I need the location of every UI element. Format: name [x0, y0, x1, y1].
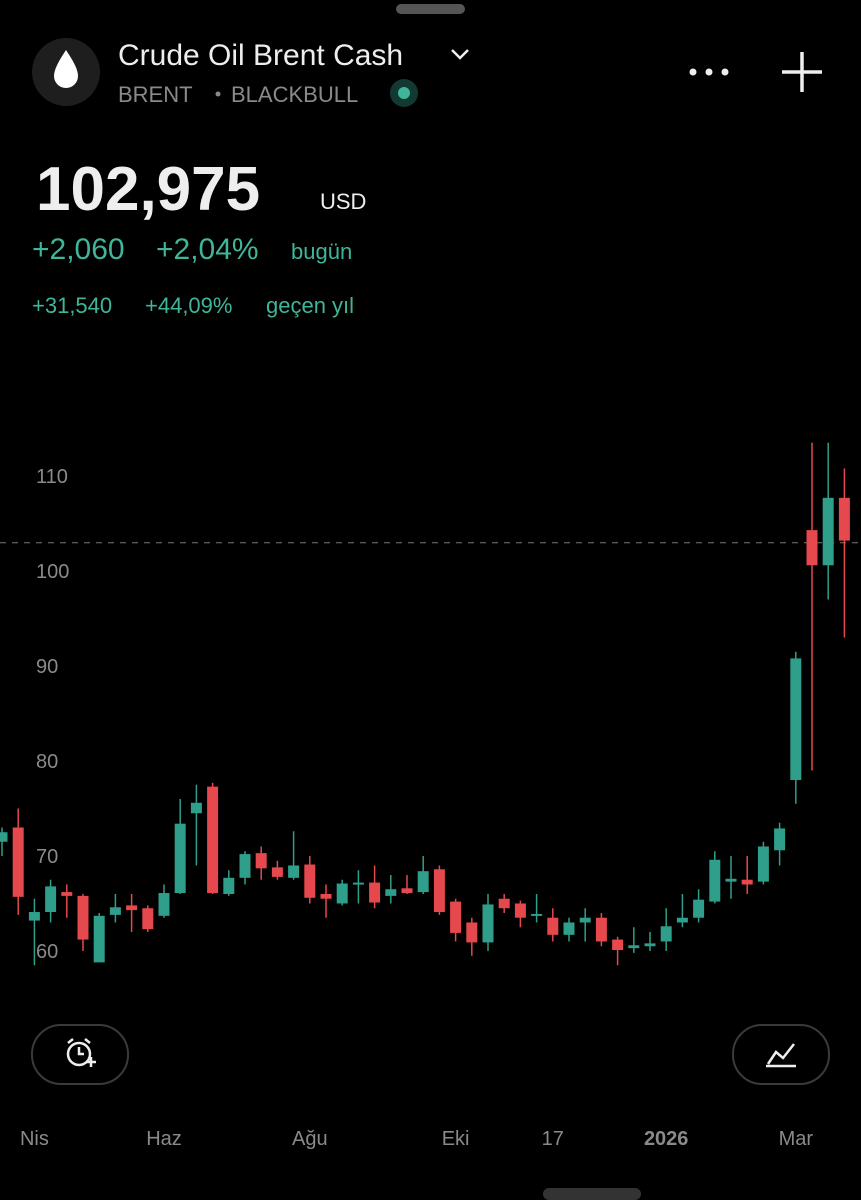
- candle-body: [531, 913, 543, 916]
- candle-body: [757, 846, 769, 882]
- candle-body: [336, 883, 348, 904]
- change-today: +2,060: [32, 233, 125, 266]
- candle-body: [190, 802, 202, 814]
- add-button[interactable]: [782, 52, 822, 92]
- candle-body: [644, 943, 656, 947]
- candle-body: [547, 917, 559, 935]
- y-tick-label: 90: [36, 656, 58, 678]
- candle-body: [45, 886, 57, 913]
- candle-body: [385, 889, 397, 896]
- candle-body: [77, 895, 89, 940]
- candle-body: [741, 879, 753, 885]
- symbol: BRENT: [118, 82, 193, 107]
- x-tick-label: Haz: [146, 1128, 182, 1150]
- candle-body: [612, 939, 624, 951]
- candle-body: [482, 904, 494, 943]
- candle-body: [126, 905, 138, 911]
- candle-body: [806, 530, 818, 566]
- candle-body: [223, 877, 235, 894]
- price: 102,975: [36, 155, 260, 224]
- x-tick-label: Nis: [20, 1128, 49, 1150]
- more-button[interactable]: [689, 68, 729, 76]
- candle-body: [174, 823, 186, 894]
- candle-body: [207, 786, 219, 894]
- indicator-button[interactable]: [732, 1024, 830, 1085]
- change-year-pct: +44,09%: [145, 293, 232, 318]
- x-tick-label: 2026: [644, 1128, 689, 1150]
- candle-body: [369, 882, 381, 903]
- exchange: BLACKBULL: [231, 82, 358, 107]
- y-tick-label: 110: [36, 466, 68, 488]
- candle-body: [28, 912, 40, 921]
- separator: [215, 91, 221, 97]
- title[interactable]: Crude Oil Brent Cash: [118, 39, 403, 72]
- candle-body: [433, 869, 445, 913]
- candle-body: [514, 903, 526, 918]
- candle-body: [790, 658, 802, 780]
- candle-body: [271, 867, 283, 877]
- alert-icon: [66, 1038, 96, 1067]
- y-tick-label: 70: [36, 846, 58, 868]
- today-label: bugün: [291, 239, 352, 264]
- indicator-icon: [766, 1043, 796, 1068]
- candle-body: [450, 901, 462, 933]
- candle-body: [466, 922, 478, 943]
- candle-body: [401, 888, 413, 894]
- candle-body: [93, 915, 105, 963]
- candle-body: [239, 854, 251, 878]
- candle-body: [774, 828, 786, 851]
- candle-body: [0, 832, 8, 842]
- chart: 60 70 80 90 100 110 Nis Haz Ağu Eki 17 2026 Mar: [0, 442, 861, 1150]
- y-tick-label: 100: [36, 561, 69, 583]
- candle-body: [498, 898, 510, 909]
- y-tick-label: 80: [36, 751, 58, 773]
- candle-body: [660, 926, 672, 942]
- candle-body: [142, 908, 154, 930]
- alert-button[interactable]: [31, 1024, 129, 1085]
- status-dot: [398, 87, 410, 99]
- candle-body: [288, 865, 300, 878]
- chevron[interactable]: [451, 49, 469, 60]
- candle-body: [352, 882, 364, 885]
- candle-body: [12, 827, 24, 897]
- x-tick-label: Eki: [442, 1128, 470, 1150]
- candle-body: [676, 917, 688, 923]
- change-today-pct: +2,04%: [156, 233, 259, 266]
- change-year: +31,540: [32, 293, 112, 318]
- y-tick-label: 60: [36, 941, 58, 963]
- candle-body: [838, 497, 850, 541]
- candle-body: [822, 497, 834, 566]
- candle-body: [255, 853, 267, 869]
- currency: USD: [320, 189, 366, 214]
- candle-body: [693, 899, 705, 918]
- candle-body: [320, 893, 332, 899]
- bottom-handle: [543, 1188, 641, 1200]
- year-label: geçen yıl: [266, 293, 354, 318]
- drop-icon: [54, 50, 78, 88]
- x-tick-label: 17: [542, 1128, 564, 1150]
- x-tick-label: Mar: [779, 1128, 814, 1150]
- candle-body: [417, 871, 429, 893]
- drag-handle[interactable]: [396, 4, 465, 14]
- candle-body: [109, 907, 121, 915]
- candle-body: [709, 859, 721, 902]
- candle-body: [304, 864, 316, 898]
- x-tick-label: Ağu: [292, 1128, 328, 1150]
- candle-body: [628, 945, 640, 949]
- candle-body: [579, 917, 591, 923]
- candle-body: [61, 892, 73, 896]
- candle-body: [725, 878, 737, 882]
- candle-body: [158, 893, 170, 916]
- candle-body: [563, 922, 575, 935]
- candle-body: [595, 917, 607, 942]
